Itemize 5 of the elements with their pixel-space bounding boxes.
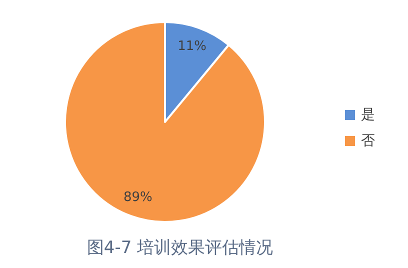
data-label: 89% — [123, 190, 152, 205]
caption: 图4-7 培训效果评估情况 — [86, 238, 274, 258]
legend-label: 否 — [361, 133, 375, 149]
data-label: 11% — [178, 39, 207, 54]
legend-label: 是 — [361, 107, 375, 123]
